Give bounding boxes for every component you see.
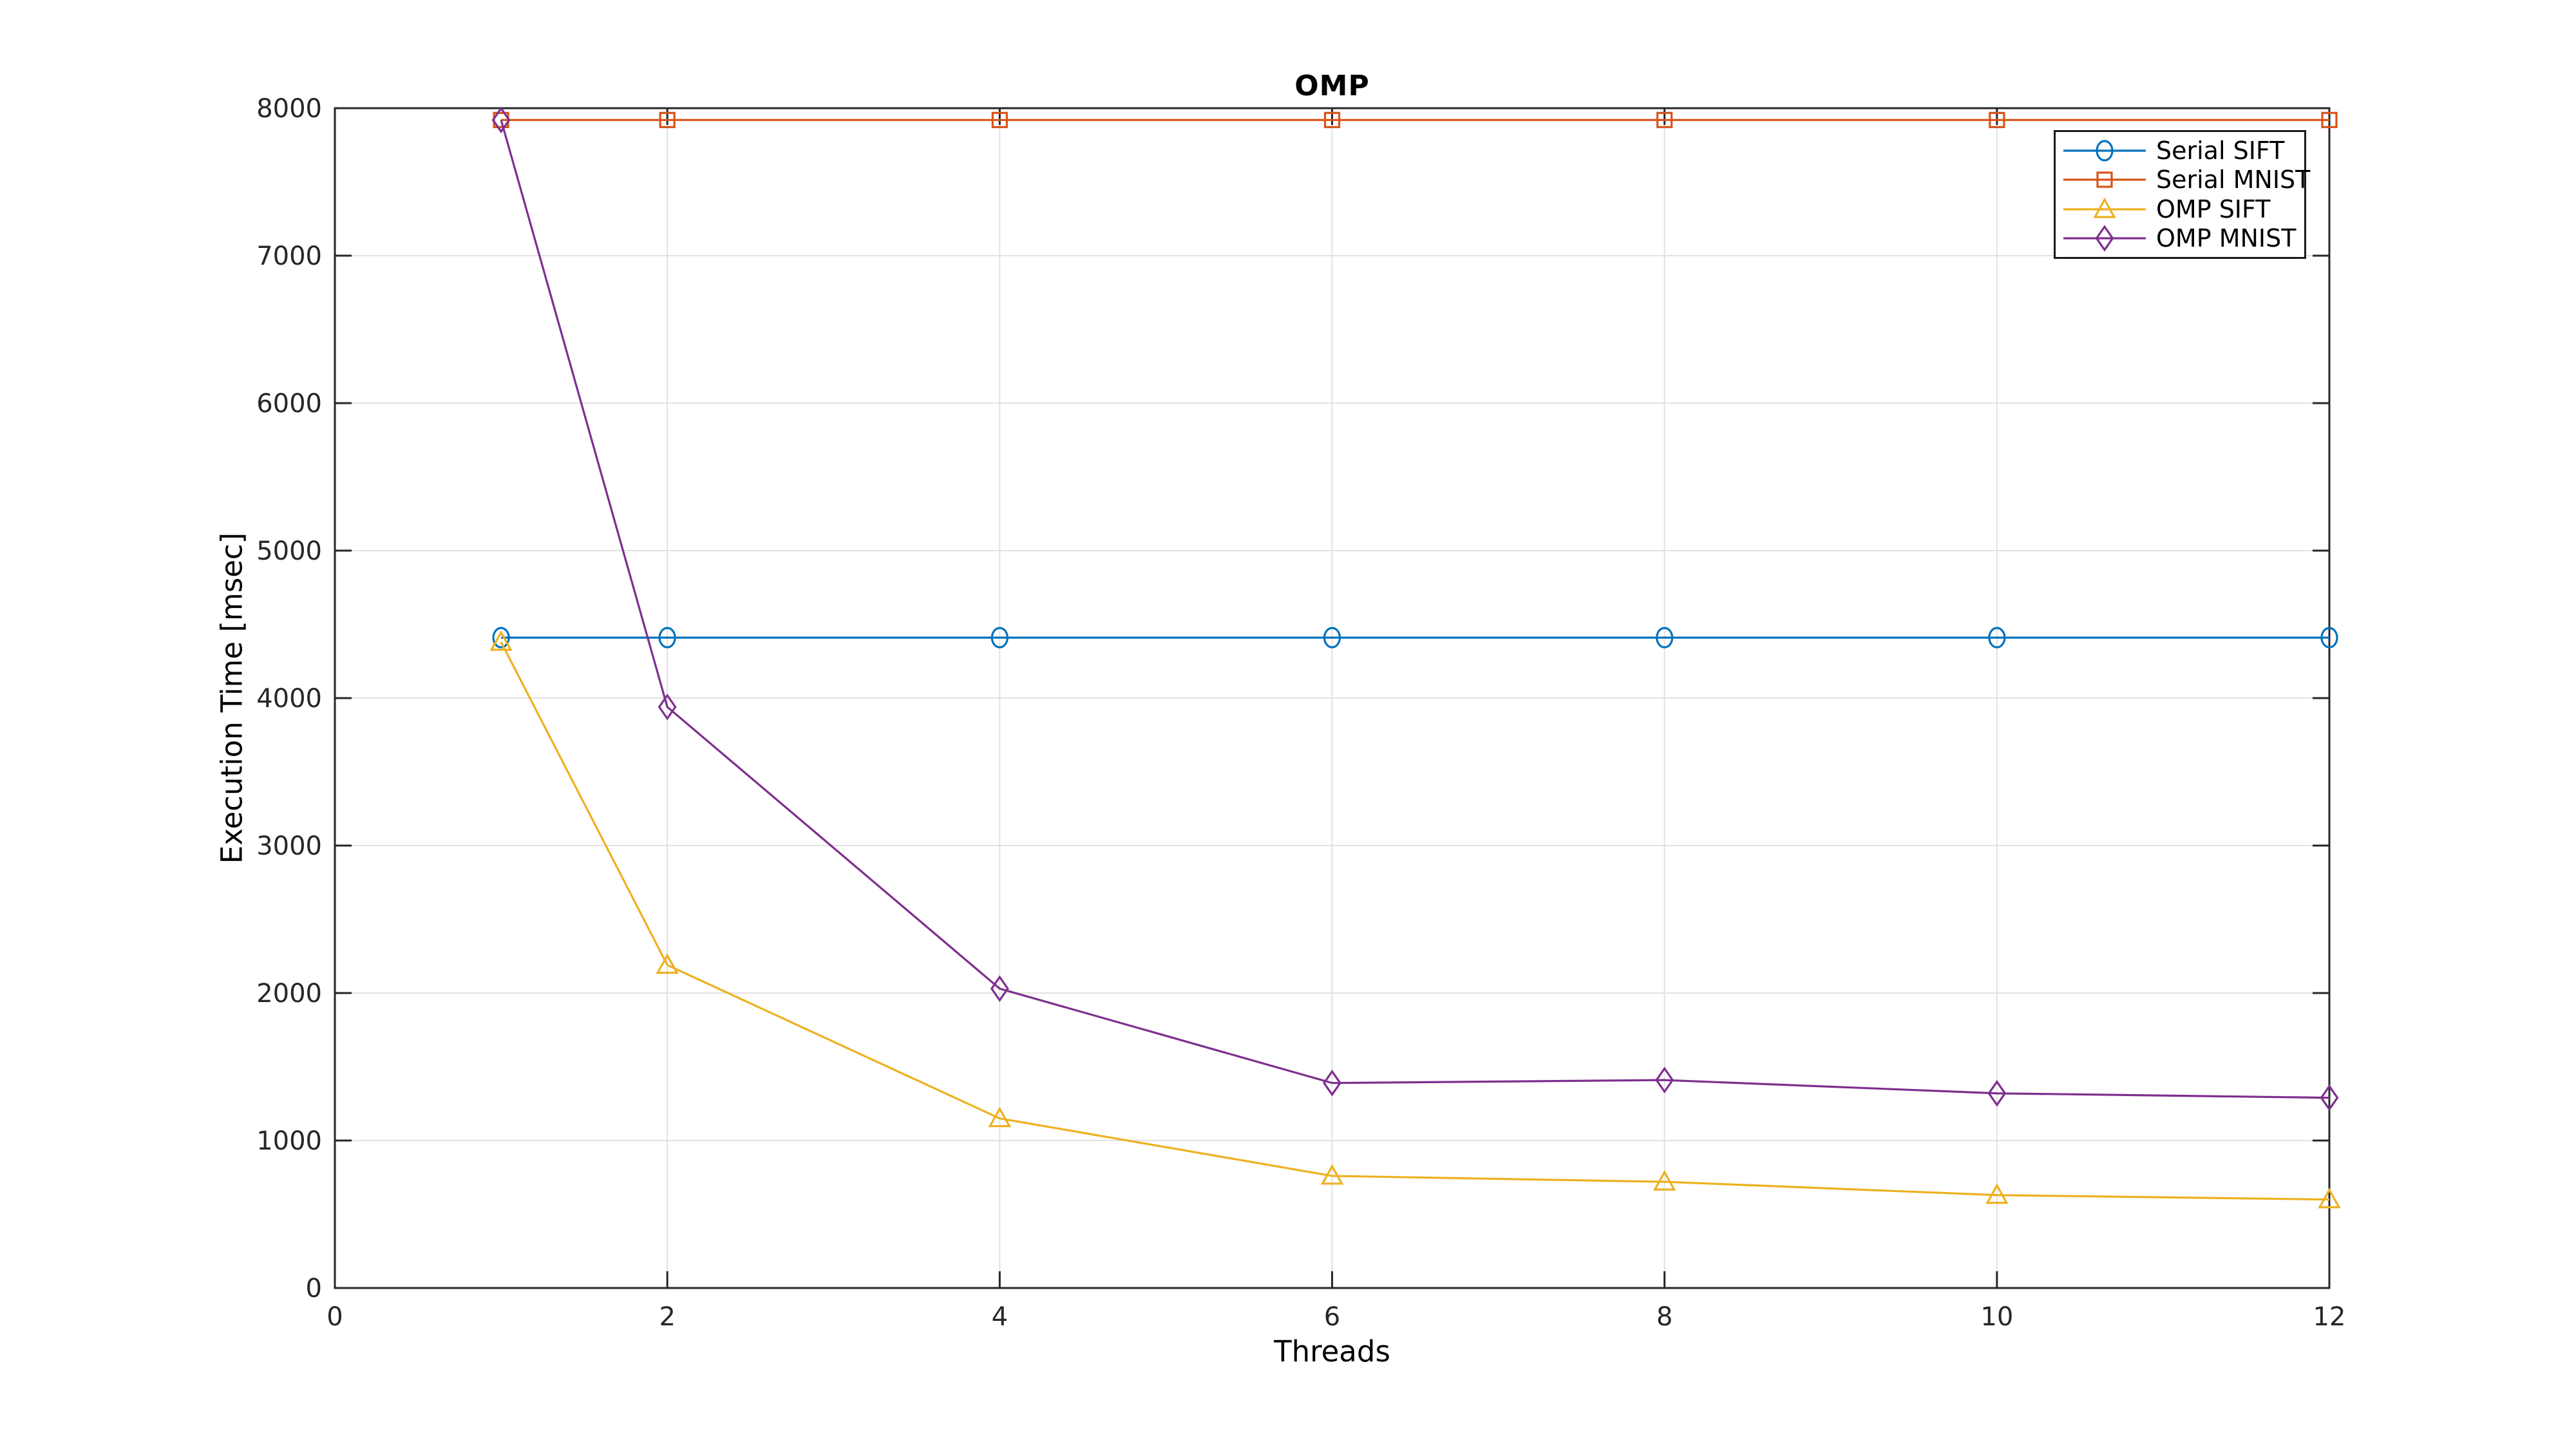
x-tick-label: 12 — [2313, 1302, 2346, 1332]
legend-label: OMP MNIST — [2156, 224, 2297, 253]
triangle-marker — [2093, 197, 2116, 218]
diamond-marker — [1323, 1069, 1341, 1097]
circle-marker — [990, 627, 1009, 649]
x-axis-label: Threads — [1274, 1334, 1390, 1368]
y-tick-label: 3000 — [256, 831, 322, 861]
legend-sample — [2063, 140, 2146, 162]
square-marker — [991, 111, 1008, 128]
circle-marker — [2320, 627, 2338, 649]
diamond-marker — [990, 975, 1009, 1002]
series-omp-sift — [489, 630, 2341, 1209]
x-tick-label: 10 — [1980, 1302, 2013, 1332]
y-tick-label: 1000 — [256, 1126, 322, 1156]
circle-marker — [1656, 627, 1674, 649]
series-line — [500, 641, 2330, 1201]
legend-label: OMP SIFT — [2156, 194, 2271, 223]
diamond-marker — [1987, 1079, 2007, 1107]
x-tick-label: 0 — [327, 1302, 343, 1332]
x-tick-label: 4 — [992, 1302, 1008, 1332]
triangle-marker — [988, 1106, 1012, 1128]
triangle-marker — [2318, 1188, 2341, 1209]
legend-item-omp-mnist: OMP MNIST — [2062, 224, 2304, 252]
y-tick-label: 7000 — [256, 242, 322, 271]
triangle-marker — [1320, 1164, 1344, 1185]
legend-item-serial-sift: Serial SIFT — [2062, 137, 2304, 165]
square-marker — [2096, 171, 2113, 188]
triangle-marker — [656, 953, 679, 974]
x-tick-label: 8 — [1656, 1302, 1672, 1332]
legend-sample — [2063, 197, 2146, 218]
diamond-marker — [2320, 1084, 2339, 1112]
square-marker — [659, 111, 676, 128]
y-tick-label: 4000 — [256, 684, 322, 714]
diamond-marker — [491, 106, 511, 134]
triangle-marker — [1653, 1170, 1676, 1191]
legend-label: Serial MNIST — [2156, 166, 2311, 194]
legend-label: Serial SIFT — [2156, 136, 2285, 165]
legend-sample — [2063, 225, 2146, 252]
diamond-marker — [1655, 1066, 1674, 1094]
legend: Serial SIFT Serial MNIST OMP SIFT OMP MNIST — [2054, 130, 2310, 259]
y-tick-label: 0 — [306, 1274, 322, 1303]
square-marker — [1656, 111, 1673, 128]
square-marker — [1989, 111, 2005, 128]
circle-marker — [492, 627, 510, 649]
series-serial-sift — [492, 627, 2338, 649]
triangle-marker — [1985, 1183, 2009, 1204]
diamond-marker — [658, 693, 677, 721]
circle-marker — [1323, 627, 1341, 649]
legend-sample — [2063, 171, 2146, 188]
series-line — [500, 119, 2330, 1099]
series-omp-mnist — [491, 106, 2339, 1112]
x-tick-label: 6 — [1324, 1302, 1340, 1332]
y-tick-label: 6000 — [256, 389, 322, 419]
chart-title: OMP — [1294, 70, 1370, 102]
y-tick-label: 5000 — [256, 536, 322, 566]
circle-marker — [1988, 627, 2006, 649]
y-tick-label: 2000 — [256, 979, 322, 1009]
square-marker — [2321, 111, 2338, 128]
square-marker — [1323, 111, 1341, 128]
diamond-marker — [2095, 225, 2114, 252]
legend-item-omp-sift: OMP SIFT — [2062, 195, 2304, 223]
series-serial-mnist — [493, 111, 2338, 128]
triangle-marker — [489, 630, 513, 651]
y-tick-label: 8000 — [256, 94, 322, 124]
circle-marker — [658, 627, 676, 649]
x-tick-label: 2 — [659, 1302, 675, 1332]
circle-marker — [2096, 140, 2114, 162]
legend-item-serial-mnist: Serial MNIST — [2062, 166, 2310, 194]
